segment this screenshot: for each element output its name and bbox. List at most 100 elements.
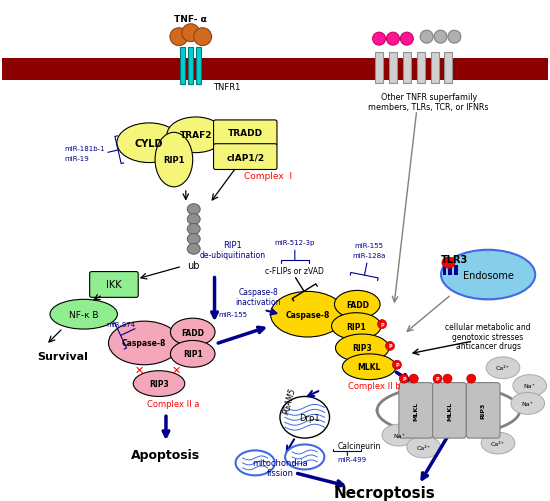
Ellipse shape <box>399 374 408 383</box>
Text: Caspase-8: Caspase-8 <box>122 339 166 348</box>
Ellipse shape <box>343 354 396 380</box>
FancyBboxPatch shape <box>433 383 466 438</box>
Ellipse shape <box>170 29 188 47</box>
Text: fission: fission <box>266 468 294 477</box>
Bar <box>196 48 201 85</box>
Text: NF-κ B: NF-κ B <box>69 310 98 319</box>
Text: c-FLIPs or zVAD: c-FLIPs or zVAD <box>266 267 324 276</box>
Ellipse shape <box>434 31 447 44</box>
Ellipse shape <box>443 374 452 383</box>
Bar <box>2 59 548 81</box>
Text: Complex II b: Complex II b <box>348 381 400 390</box>
Ellipse shape <box>407 436 441 458</box>
Text: Survival: Survival <box>37 351 88 361</box>
Text: TRAF2: TRAF2 <box>179 131 212 140</box>
Text: Endosome: Endosome <box>463 270 514 280</box>
Text: ✕: ✕ <box>135 365 144 375</box>
Text: miR-19: miR-19 <box>64 155 89 161</box>
Text: miR-874: miR-874 <box>107 322 136 328</box>
Text: P: P <box>388 344 392 349</box>
Ellipse shape <box>182 25 200 43</box>
FancyBboxPatch shape <box>90 272 138 298</box>
Ellipse shape <box>486 357 520 379</box>
Ellipse shape <box>336 334 389 362</box>
Text: Na⁺: Na⁺ <box>524 383 536 388</box>
Ellipse shape <box>420 31 433 44</box>
Bar <box>417 53 425 84</box>
Ellipse shape <box>280 397 329 438</box>
Text: miR-512-3p: miR-512-3p <box>274 239 315 245</box>
Bar <box>443 265 447 275</box>
Text: ✕: ✕ <box>171 365 180 375</box>
FancyBboxPatch shape <box>399 383 433 438</box>
Ellipse shape <box>235 450 275 475</box>
Ellipse shape <box>442 258 455 269</box>
Text: anticancer drugs: anticancer drugs <box>455 342 521 351</box>
Ellipse shape <box>194 29 212 47</box>
Text: PGAM5: PGAM5 <box>282 386 298 415</box>
Text: CYLD: CYLD <box>135 138 163 148</box>
Text: miR-499: miR-499 <box>338 456 366 462</box>
Ellipse shape <box>334 291 380 319</box>
Text: Apoptosis: Apoptosis <box>131 448 201 461</box>
Text: miR-155: miR-155 <box>218 312 247 318</box>
Text: cellular metabolic and: cellular metabolic and <box>446 322 531 331</box>
Text: FADD: FADD <box>346 300 368 309</box>
FancyBboxPatch shape <box>213 144 277 170</box>
Bar <box>403 53 411 84</box>
Text: P: P <box>436 376 439 381</box>
Text: RIP1: RIP1 <box>223 241 242 250</box>
Text: Necroptosis: Necroptosis <box>333 485 435 500</box>
Text: Ca²⁺: Ca²⁺ <box>496 366 510 370</box>
Text: miR-128a: miR-128a <box>353 252 386 258</box>
Ellipse shape <box>170 319 215 346</box>
Text: Caspase-8: Caspase-8 <box>238 288 278 296</box>
Text: TRADD: TRADD <box>228 129 263 138</box>
Ellipse shape <box>188 234 200 245</box>
Ellipse shape <box>188 204 200 215</box>
Ellipse shape <box>382 424 416 446</box>
Ellipse shape <box>155 133 192 187</box>
Bar <box>180 48 185 85</box>
Text: P: P <box>395 363 399 368</box>
Ellipse shape <box>188 244 200 255</box>
Ellipse shape <box>386 342 394 351</box>
Text: Na⁺: Na⁺ <box>522 401 533 406</box>
Ellipse shape <box>433 374 442 383</box>
Ellipse shape <box>285 444 324 469</box>
Ellipse shape <box>108 322 180 365</box>
Text: MLKL: MLKL <box>413 401 418 420</box>
Ellipse shape <box>332 313 381 340</box>
Ellipse shape <box>378 320 387 329</box>
Text: cIAP1/2: cIAP1/2 <box>226 153 265 162</box>
Ellipse shape <box>448 31 461 44</box>
Ellipse shape <box>50 300 117 330</box>
Bar <box>375 53 383 84</box>
Text: IKK: IKK <box>106 280 121 290</box>
Text: Calcineurin: Calcineurin <box>338 441 381 449</box>
Text: Ca²⁺: Ca²⁺ <box>491 441 505 446</box>
Text: mitochondria: mitochondria <box>252 458 308 467</box>
Bar <box>454 265 458 275</box>
Text: Complex II a: Complex II a <box>147 399 199 408</box>
Ellipse shape <box>441 250 535 300</box>
Ellipse shape <box>117 124 182 163</box>
Bar <box>444 53 453 84</box>
Text: RIP3: RIP3 <box>481 402 486 419</box>
Ellipse shape <box>400 33 413 46</box>
Ellipse shape <box>511 393 544 414</box>
Ellipse shape <box>513 375 547 397</box>
Ellipse shape <box>481 432 515 454</box>
Text: ub: ub <box>188 260 200 270</box>
Ellipse shape <box>271 292 345 337</box>
Text: RIP3: RIP3 <box>149 379 169 388</box>
FancyBboxPatch shape <box>213 121 277 146</box>
Ellipse shape <box>393 361 402 369</box>
Bar <box>448 265 453 275</box>
Text: TLR3: TLR3 <box>441 254 468 264</box>
Text: TNF- α: TNF- α <box>174 16 207 24</box>
Text: TNFR1: TNFR1 <box>212 83 240 92</box>
Text: Drp1: Drp1 <box>299 413 320 422</box>
Text: RIP1: RIP1 <box>163 156 185 165</box>
Text: FADD: FADD <box>182 328 204 337</box>
